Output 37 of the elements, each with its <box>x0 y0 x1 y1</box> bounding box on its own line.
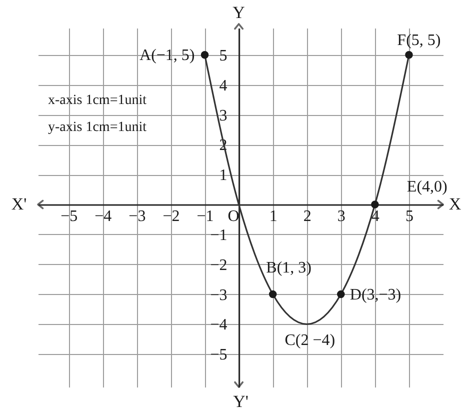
point <box>200 51 209 59</box>
annotation: C(2 −4) <box>284 332 336 350</box>
y-tick-label: 1 <box>219 167 228 184</box>
annotation: F(5, 5) <box>397 32 441 49</box>
x-tick-label: −3 <box>128 208 146 226</box>
text: Y' <box>233 392 248 411</box>
point <box>371 200 379 208</box>
point <box>268 290 277 298</box>
x-tick-label: −4 <box>94 208 112 226</box>
y-tick-label: −5 <box>210 346 228 364</box>
y-tick-label: −2 <box>210 256 228 274</box>
annotation: B(1, 3) <box>266 259 312 276</box>
x-tick-label: 1 <box>269 208 278 226</box>
x-tick-label: −2 <box>162 208 180 226</box>
y-tick-label: 3 <box>219 107 228 124</box>
y-tick-label: −1 <box>210 226 228 244</box>
y-tick-label: 4 <box>219 77 228 94</box>
point <box>405 51 413 59</box>
x-tick-label: 5 <box>405 208 414 226</box>
annotation: D(3,−3) <box>350 286 402 304</box>
x-tick-label: 3 <box>337 208 346 226</box>
y-tick-label: −4 <box>210 316 228 334</box>
annotation: x-axis 1cm=1unit <box>48 93 147 108</box>
text: X' <box>11 194 27 214</box>
x-tick-label: −1 <box>196 208 214 226</box>
y-axis-title: Y <box>232 3 245 22</box>
x-tick-label: 2 <box>303 208 312 226</box>
annotation: y-axis 1cm=1unit <box>48 120 147 135</box>
y-tick-label: −3 <box>210 286 228 304</box>
point <box>337 290 345 298</box>
x-tick-label: O <box>228 208 240 226</box>
annotation: E(4,0) <box>406 178 448 196</box>
x-tick-label: 4 <box>371 208 380 226</box>
x-tick-label: −5 <box>60 208 78 226</box>
x-axis-title: X <box>448 194 462 214</box>
annotation: A(−1, 5) <box>140 46 195 64</box>
y-tick-label: 5 <box>219 47 228 64</box>
